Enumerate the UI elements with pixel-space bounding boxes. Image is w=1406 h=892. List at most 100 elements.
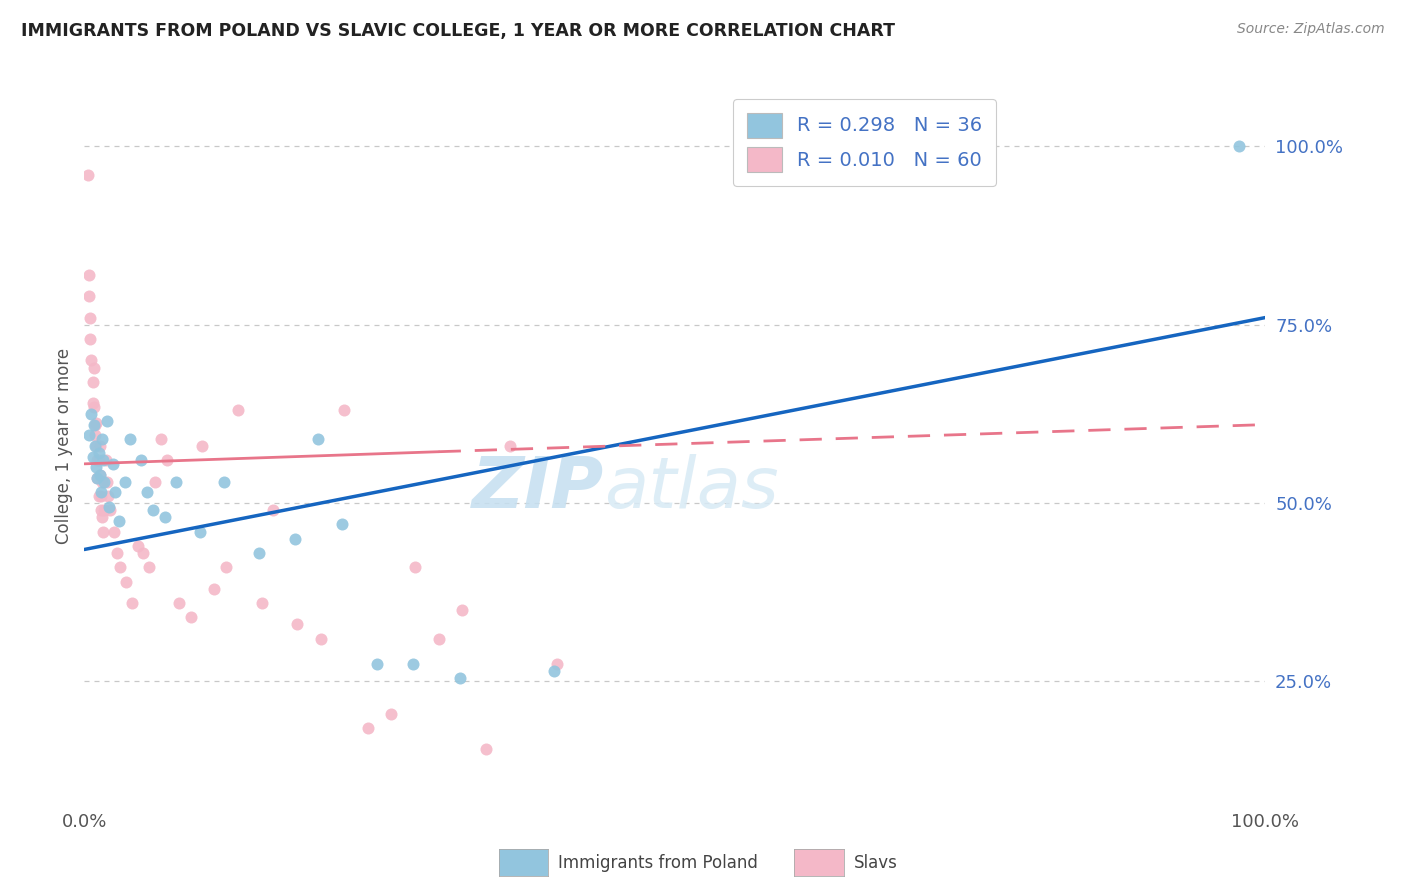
- Point: [153, 510, 176, 524]
- Point: [77, 168, 100, 182]
- Point: [91, 453, 114, 467]
- Point: [285, 617, 308, 632]
- Legend: R = 0.298   N = 36, R = 0.010   N = 60: R = 0.298 N = 36, R = 0.010 N = 60: [733, 99, 995, 186]
- Point: [309, 632, 332, 646]
- Point: [83, 400, 105, 414]
- Point: [404, 560, 426, 574]
- Point: [307, 432, 329, 446]
- Y-axis label: College, 1 year or more: College, 1 year or more: [55, 348, 73, 544]
- Point: [167, 596, 190, 610]
- Point: [107, 546, 129, 560]
- Point: [142, 503, 165, 517]
- Point: [449, 671, 471, 685]
- Point: [86, 471, 108, 485]
- Point: [97, 489, 120, 503]
- Point: [77, 428, 100, 442]
- Text: IMMIGRANTS FROM POLAND VS SLAVIC COLLEGE, 1 YEAR OR MORE CORRELATION CHART: IMMIGRANTS FROM POLAND VS SLAVIC COLLEGE…: [21, 22, 896, 40]
- Point: [80, 353, 103, 368]
- Point: [215, 560, 238, 574]
- Point: [166, 475, 188, 489]
- Point: [284, 532, 307, 546]
- Point: [103, 524, 125, 539]
- Point: [366, 657, 388, 671]
- Point: [212, 475, 235, 489]
- Point: [120, 432, 142, 446]
- Point: [357, 721, 380, 735]
- Point: [427, 632, 450, 646]
- Point: [84, 428, 107, 442]
- Point: [475, 742, 498, 756]
- Point: [84, 460, 107, 475]
- Point: [104, 485, 127, 500]
- Point: [87, 453, 110, 467]
- Point: [191, 439, 214, 453]
- Point: [202, 582, 225, 596]
- Point: [226, 403, 249, 417]
- Point: [86, 471, 108, 485]
- Point: [330, 517, 353, 532]
- Point: [79, 332, 101, 346]
- Point: [84, 439, 107, 453]
- Point: [333, 403, 356, 417]
- Point: [451, 603, 474, 617]
- Point: [402, 657, 425, 671]
- Point: [156, 453, 179, 467]
- Point: [86, 453, 108, 467]
- Point: [247, 546, 270, 560]
- Point: [150, 432, 173, 446]
- Text: Immigrants from Poland: Immigrants from Poland: [558, 854, 758, 871]
- Point: [188, 524, 211, 539]
- Point: [87, 446, 110, 460]
- Text: atlas: atlas: [605, 454, 779, 524]
- Point: [91, 510, 114, 524]
- Point: [80, 407, 103, 421]
- Point: [90, 503, 112, 517]
- Point: [1229, 139, 1251, 153]
- Point: [94, 453, 117, 467]
- Point: [83, 360, 105, 375]
- Point: [91, 432, 114, 446]
- Point: [84, 439, 107, 453]
- Point: [129, 453, 152, 467]
- Point: [91, 475, 114, 489]
- Point: [96, 414, 118, 428]
- Point: [114, 475, 136, 489]
- Text: Source: ZipAtlas.com: Source: ZipAtlas.com: [1237, 22, 1385, 37]
- Point: [498, 439, 520, 453]
- Point: [127, 539, 149, 553]
- Point: [82, 375, 104, 389]
- Point: [543, 664, 565, 678]
- Text: Slavs: Slavs: [853, 854, 897, 871]
- Point: [132, 546, 155, 560]
- Point: [136, 485, 159, 500]
- Point: [143, 475, 166, 489]
- Point: [93, 503, 115, 517]
- Point: [82, 450, 104, 464]
- Point: [98, 500, 121, 514]
- Point: [84, 417, 107, 432]
- Point: [180, 610, 202, 624]
- Point: [138, 560, 160, 574]
- Point: [101, 457, 124, 471]
- Point: [98, 503, 121, 517]
- Point: [96, 475, 118, 489]
- Point: [250, 596, 273, 610]
- Text: ZIP: ZIP: [472, 454, 605, 524]
- Point: [77, 268, 100, 282]
- Point: [108, 560, 131, 574]
- Point: [89, 467, 111, 482]
- Point: [380, 706, 402, 721]
- Point: [262, 503, 284, 517]
- Point: [79, 310, 101, 325]
- Point: [84, 416, 107, 430]
- Point: [87, 489, 110, 503]
- Point: [77, 289, 100, 303]
- Point: [90, 489, 112, 503]
- Point: [89, 467, 111, 482]
- Point: [546, 657, 568, 671]
- Point: [82, 396, 104, 410]
- Point: [91, 524, 114, 539]
- Point: [121, 596, 143, 610]
- Point: [89, 439, 111, 453]
- Point: [93, 475, 115, 489]
